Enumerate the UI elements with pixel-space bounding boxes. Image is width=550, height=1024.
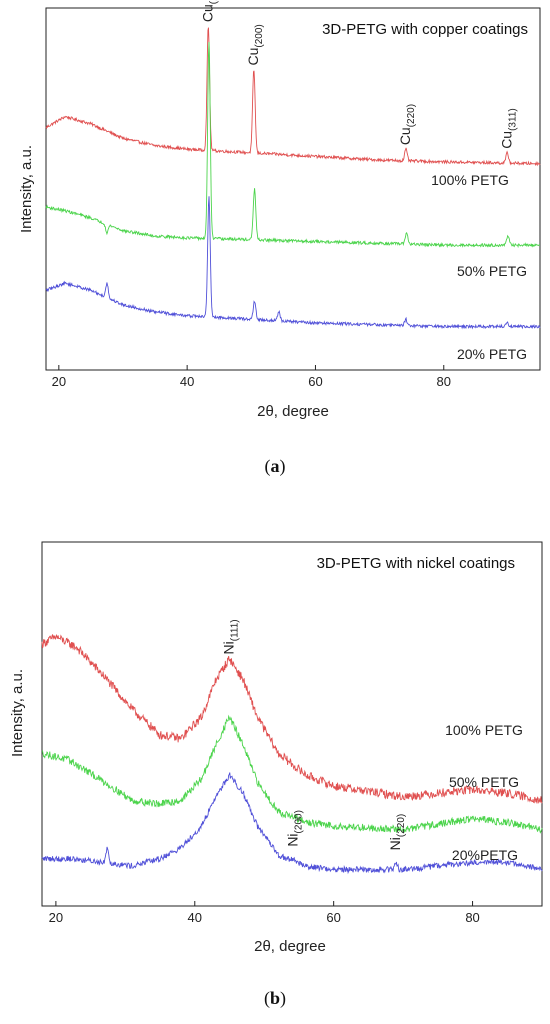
series-line-50-petg (41, 714, 543, 834)
series-label-50: 50% PETG (449, 774, 519, 790)
peak-labels: Ni(111) Ni(200) Ni(220) (221, 619, 408, 850)
series-line-50-petg (45, 42, 541, 249)
peak-labels: Cu(111) Cu(200) Cu(220) Cu(311) (199, 0, 518, 149)
peak-label: Cu(311) (498, 108, 518, 149)
x-tick-label: 80 (465, 910, 479, 925)
chart-b: 20 40 60 80 Ni(111) Ni(200) Ni(220) 3D-PETG w… (9, 541, 543, 955)
x-axis-ticks: 20 40 60 80 (49, 901, 480, 925)
x-tick-label: 20 (49, 910, 63, 925)
caption-a-letter: a (270, 456, 280, 476)
chart-title: 3D-PETG with nickel coatings (317, 555, 515, 572)
series-label-100: 100% PETG (445, 722, 523, 738)
caption-a: (a) (0, 456, 550, 477)
peak-label: Cu(200) (245, 24, 265, 65)
peak-label: Ni(220) (387, 814, 407, 851)
y-axis-label: Intensity, a.u. (18, 145, 35, 233)
series-label-20: 20% PETG (457, 346, 527, 362)
chart-a: 20 40 60 80 Cu(111) Cu(200) Cu(220) Cu(311) 3D… (18, 0, 541, 420)
chart-title: 3D-PETG with copper coatings (322, 21, 528, 38)
x-axis-label: 2θ, degree (257, 403, 329, 420)
series-group (45, 27, 541, 330)
series-label-100: 100% PETG (431, 172, 509, 188)
series-label-20: 20%PETG (452, 847, 518, 863)
peak-label: Ni(200) (284, 810, 304, 847)
x-tick-label: 60 (308, 374, 322, 389)
caption-b-letter: b (269, 988, 280, 1008)
plot-frame (41, 541, 543, 907)
series-line-20-petg (45, 196, 541, 330)
series-line-100-petg (45, 27, 541, 167)
peak-label: Cu(111) (199, 0, 219, 22)
series-label-50: 50% PETG (457, 263, 527, 279)
x-tick-label: 40 (180, 374, 194, 389)
caption-b-close: ) (280, 988, 286, 1008)
peak-label: Ni(111) (221, 619, 241, 654)
x-tick-label: 60 (326, 910, 340, 925)
x-tick-label: 80 (437, 374, 451, 389)
series-line-20-petg (41, 772, 543, 875)
plot-frame (45, 7, 541, 371)
x-axis-ticks: 20 40 60 80 (52, 365, 451, 389)
series-line-100-petg (41, 633, 543, 804)
y-axis-label: Intensity, a.u. (9, 669, 26, 757)
x-tick-label: 20 (52, 374, 66, 389)
x-tick-label: 40 (188, 910, 202, 925)
caption-a-close: ) (279, 456, 286, 476)
x-axis-label: 2θ, degree (254, 938, 326, 955)
peak-label: Cu(220) (397, 104, 417, 145)
caption-a-open: ( (264, 456, 271, 476)
caption-b-open: ( (263, 988, 270, 1008)
caption-b: (b) (0, 988, 550, 1009)
series-group (41, 633, 543, 875)
